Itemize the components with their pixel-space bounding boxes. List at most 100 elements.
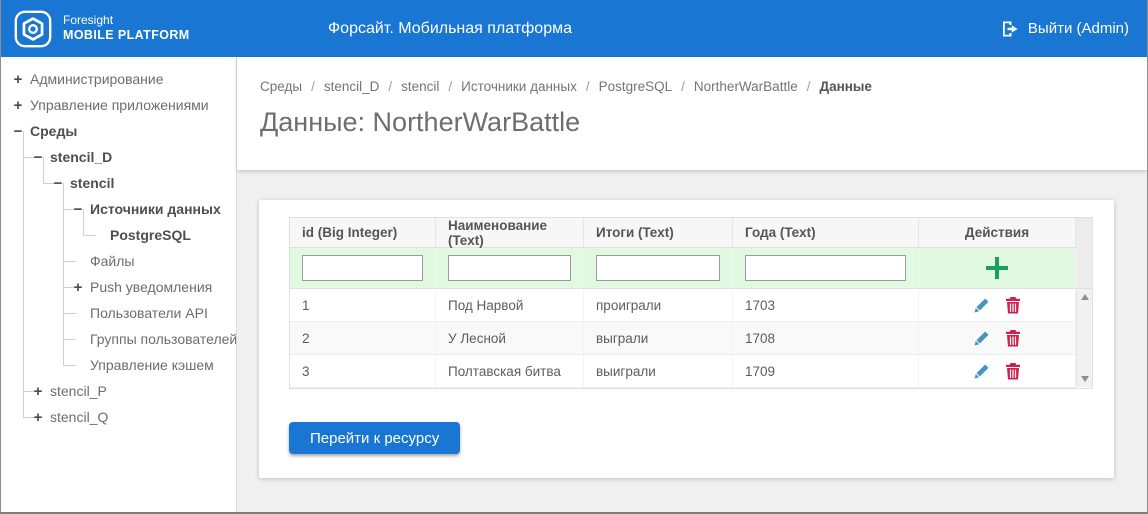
scroll-down-icon[interactable]: [1080, 376, 1089, 382]
page-title: Данные: NortherWarBattle: [260, 107, 581, 137]
breadcrumb-item[interactable]: PostgreSQL: [598, 79, 673, 94]
column-header-name: Наименование (Text): [436, 218, 584, 248]
breadcrumb-item[interactable]: Среды: [260, 79, 303, 94]
sidebar-item-data-sources[interactable]: − Источники данных: [71, 196, 236, 222]
navigation-tree: + Администрирование + Управление приложе…: [1, 66, 236, 430]
sidebar-item-stencil[interactable]: − stencil: [51, 170, 236, 196]
minus-icon[interactable]: −: [13, 122, 23, 140]
filter-cell: [733, 248, 919, 289]
cell-year: 1703: [733, 289, 919, 322]
plus-icon[interactable]: +: [33, 382, 43, 400]
app-title: Форсайт. Мобильная платформа: [328, 19, 572, 37]
plus-icon[interactable]: +: [13, 96, 23, 114]
breadcrumb: Среды / stencil_D / stencil / Источники …: [260, 79, 1123, 94]
sidebar-item-api-users[interactable]: Пользователи API: [71, 300, 236, 326]
table-row[interactable]: 2 У Лесной выграли 1708: [290, 322, 1076, 355]
table-row[interactable]: 1 Под Нарвой проиграли 1703: [290, 289, 1076, 322]
column-header-id: id (Big Integer): [290, 218, 436, 248]
sidebar-item-stencil-q[interactable]: + stencil_Q: [31, 404, 236, 430]
sidebar-item-cache-management[interactable]: Управление кэшем: [71, 352, 236, 378]
minus-icon[interactable]: −: [53, 174, 63, 192]
filter-input-name[interactable]: [448, 255, 571, 281]
sidebar-item-label: Группы пользователей: [90, 331, 237, 347]
cell-result: выграли: [584, 322, 733, 355]
sidebar-item-user-groups[interactable]: Группы пользователей: [71, 326, 236, 352]
edit-icon[interactable]: [973, 362, 991, 380]
table-scrollbar-column: [1076, 218, 1092, 388]
data-table: id (Big Integer) Наименование (Text) Ито…: [289, 217, 1093, 389]
filter-cell: [584, 248, 733, 289]
breadcrumb-item[interactable]: stencil: [401, 79, 440, 94]
cell-name: У Лесной: [436, 322, 584, 355]
breadcrumb-separator: /: [806, 79, 811, 94]
delete-icon[interactable]: [1004, 296, 1022, 314]
sidebar-item-environments[interactable]: − Среды: [11, 118, 236, 144]
go-to-resource-button[interactable]: Перейти к ресурсу: [289, 422, 461, 454]
delete-icon[interactable]: [1004, 329, 1022, 347]
minus-icon[interactable]: −: [73, 200, 83, 218]
logo-line1: Foresight: [63, 13, 114, 28]
edit-icon[interactable]: [973, 329, 991, 347]
breadcrumb-item[interactable]: Источники данных: [461, 79, 577, 94]
sidebar-item-administration[interactable]: + Администрирование: [11, 66, 236, 92]
sidebar-item-stencil-p[interactable]: + stencil_P: [31, 378, 236, 404]
sidebar-item-push-notifications[interactable]: + Push уведомления: [71, 274, 236, 300]
sidebar-item-files[interactable]: Файлы: [71, 248, 236, 274]
sidebar-item-stencil-d[interactable]: − stencil_D: [31, 144, 236, 170]
sidebar-item-label: Управление кэшем: [90, 357, 214, 373]
page-header-panel: Среды / stencil_D / stencil / Источники …: [237, 57, 1147, 170]
cell-actions: [919, 289, 1076, 322]
add-row-icon[interactable]: [986, 257, 1008, 279]
breadcrumb-separator: /: [448, 79, 453, 94]
column-header-year: Года (Text): [733, 218, 919, 248]
vertical-scrollbar[interactable]: [1076, 289, 1092, 387]
sidebar-item-label: Push уведомления: [90, 279, 213, 295]
sidebar-item-postgresql[interactable]: PostgreSQL: [91, 222, 236, 248]
plus-icon[interactable]: +: [73, 278, 83, 296]
scrollbar-header-filler: [1076, 218, 1092, 289]
filter-input-result[interactable]: [596, 255, 720, 281]
breadcrumb-item-current: Данные: [819, 79, 872, 94]
filter-input-year[interactable]: [745, 255, 906, 281]
sign-out-icon: [1002, 21, 1018, 36]
breadcrumb-item[interactable]: stencil_D: [323, 79, 380, 94]
breadcrumb-item[interactable]: NortherWarBattle: [693, 79, 798, 94]
sidebar-item-label: Управление приложениями: [30, 97, 209, 113]
cell-id: 1: [290, 289, 436, 322]
breadcrumb-separator: /: [585, 79, 590, 94]
sidebar-item-label: PostgreSQL: [110, 227, 191, 243]
breadcrumb-separator: /: [681, 79, 685, 94]
sidebar-item-label: Пользователи API: [90, 305, 208, 321]
filter-cell: [436, 248, 584, 289]
column-header-result: Итоги (Text): [584, 218, 733, 248]
sidebar-item-label: Источники данных: [90, 201, 221, 217]
cell-name: Под Нарвой: [436, 289, 584, 322]
breadcrumb-separator: /: [388, 79, 393, 94]
scroll-up-icon[interactable]: [1080, 294, 1089, 300]
table-row[interactable]: 3 Полтавская битва выиграли 1709: [290, 355, 1076, 388]
plus-icon[interactable]: +: [33, 408, 43, 426]
cell-actions: [919, 355, 1076, 388]
logo-line2: MOBILE PLATFORM: [63, 28, 190, 43]
cell-result: проиграли: [584, 289, 733, 322]
logout-button[interactable]: Выйти (Admin): [1001, 0, 1129, 57]
sidebar-item-label: Файлы: [90, 253, 135, 269]
edit-icon[interactable]: [973, 296, 991, 314]
filter-cell-actions: [919, 248, 1076, 289]
sidebar-item-label: stencil_P: [50, 383, 107, 399]
top-header-bar: Foresight MOBILE PLATFORM Форсайт. Мобил…: [1, 0, 1147, 57]
sidebar-item-app-management[interactable]: + Управление приложениями: [11, 92, 236, 118]
cell-name: Полтавская битва: [436, 355, 584, 388]
breadcrumb-separator: /: [311, 79, 315, 94]
minus-icon[interactable]: −: [33, 148, 43, 166]
logo-text: Foresight MOBILE PLATFORM: [63, 13, 190, 44]
filter-input-id[interactable]: [302, 255, 423, 281]
sidebar-item-label: stencil_D: [50, 149, 113, 165]
logout-label: Выйти (Admin): [1027, 20, 1129, 37]
plus-icon[interactable]: +: [13, 70, 23, 88]
delete-icon[interactable]: [1004, 362, 1022, 380]
main-content: Среды / stencil_D / stencil / Источники …: [237, 57, 1147, 512]
logo: Foresight MOBILE PLATFORM: [1, 10, 190, 48]
cell-id: 3: [290, 355, 436, 388]
